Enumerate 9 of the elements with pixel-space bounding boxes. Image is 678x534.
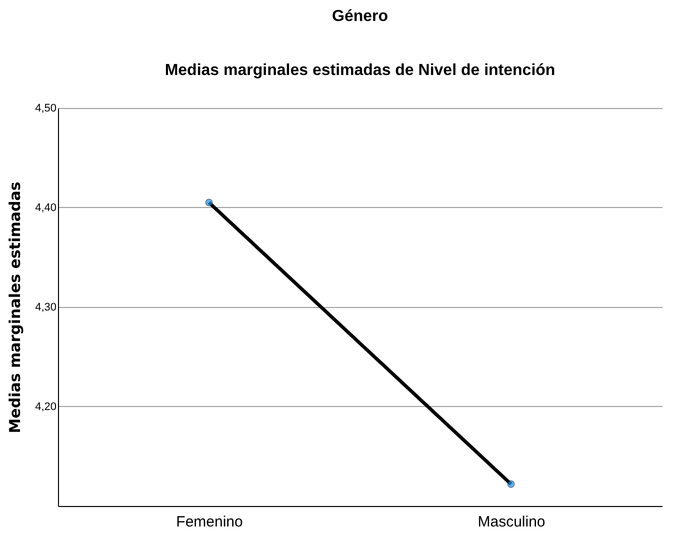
chart-subtitle: Medias marginales estimadas de Nivel de intención xyxy=(164,62,556,79)
x-tick-label: Femenino xyxy=(176,514,243,530)
x-tick-label: Masculino xyxy=(478,514,546,530)
y-tick-label: 4,30 xyxy=(35,302,56,314)
y-tick-label: 4,20 xyxy=(35,401,56,413)
y-tick-label: 4,50 xyxy=(35,102,56,114)
y-axis-title: Medias marginales estimadas xyxy=(6,182,24,434)
chart-title: Género xyxy=(332,8,388,25)
y-tick-label: 4,40 xyxy=(35,202,56,214)
